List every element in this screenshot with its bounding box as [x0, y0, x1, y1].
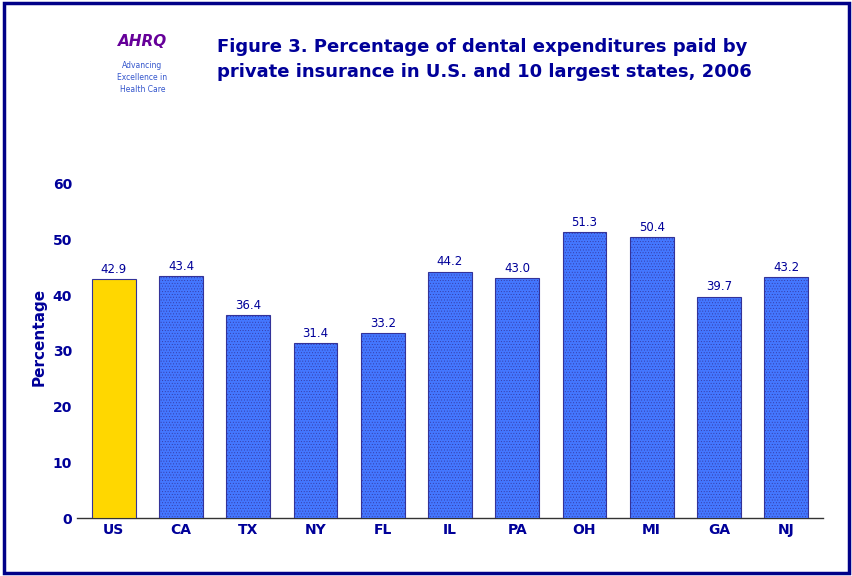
Text: Figure 3. Percentage of dental expenditures paid by
private insurance in U.S. an: Figure 3. Percentage of dental expenditu…	[217, 38, 751, 81]
Text: AHRQ: AHRQ	[118, 34, 167, 49]
Text: 43.0: 43.0	[504, 262, 530, 275]
Text: 31.4: 31.4	[302, 327, 328, 340]
Bar	[495, 278, 538, 518]
Bar	[360, 333, 404, 518]
Text: 42.9: 42.9	[101, 263, 127, 275]
Text: 43.2: 43.2	[772, 261, 798, 274]
Bar	[92, 279, 135, 518]
Bar	[293, 343, 337, 518]
Text: 51.3: 51.3	[571, 215, 596, 229]
Text: 39.7: 39.7	[705, 281, 731, 293]
Text: 36.4: 36.4	[235, 299, 261, 312]
Bar	[159, 276, 203, 518]
Y-axis label: Percentage: Percentage	[32, 288, 47, 386]
Bar	[428, 272, 471, 518]
Bar	[562, 232, 606, 518]
Bar	[629, 237, 673, 518]
Text: 50.4: 50.4	[638, 221, 664, 234]
Bar	[763, 277, 807, 518]
Bar	[226, 315, 270, 518]
Text: 43.4: 43.4	[168, 260, 193, 273]
Bar	[696, 297, 740, 518]
Text: 🦅: 🦅	[43, 53, 58, 77]
Text: Advancing
Excellence in
Health Care: Advancing Excellence in Health Care	[118, 61, 167, 94]
Text: 44.2: 44.2	[436, 255, 463, 268]
Text: 33.2: 33.2	[369, 317, 395, 329]
